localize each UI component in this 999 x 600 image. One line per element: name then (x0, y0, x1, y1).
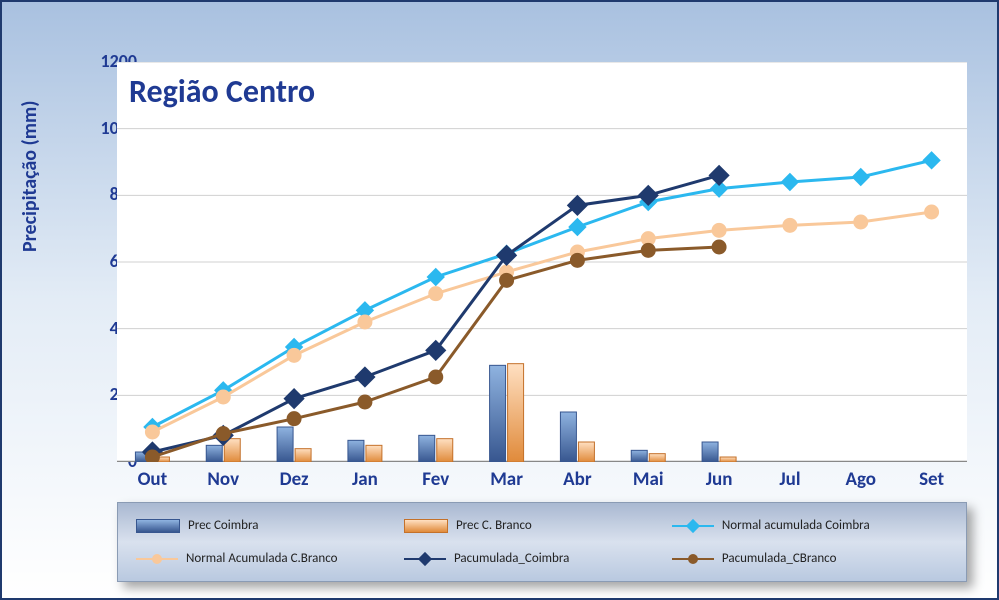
chart-frame: Precipitação (mm) 020040060080010001200 … (0, 0, 999, 600)
marker-diamond (284, 389, 304, 409)
marker-circle (145, 425, 159, 439)
marker-circle (287, 348, 301, 362)
legend-swatch-line (672, 558, 714, 560)
plot-svg (117, 62, 967, 462)
marker-diamond (569, 219, 586, 236)
marker-diamond (709, 165, 729, 185)
bar-bar_prec_cbranco (649, 454, 665, 462)
x-tick-label: Mai (618, 468, 678, 491)
chart-title: Região Centro (129, 72, 315, 111)
marker-circle (783, 218, 797, 232)
marker-circle (358, 395, 372, 409)
marker-circle (216, 427, 230, 441)
legend-item-line_normal_coimbra: Normal acumulada Coimbra (672, 518, 940, 533)
marker-diamond (355, 367, 375, 387)
legend-marker-circle (688, 554, 698, 564)
bar-bar_prec_cbranco (295, 449, 311, 462)
bar-bar_prec_cbranco (578, 442, 594, 462)
marker-circle (287, 412, 301, 426)
line-line_pacum_coimbra (152, 175, 719, 452)
plot-area: Região Centro (117, 62, 967, 462)
x-tick-label: Jun (689, 468, 749, 491)
bar-bar_prec_cbranco (508, 364, 524, 462)
legend-swatch-line (136, 558, 178, 560)
legend-label: Prec Coimbra (188, 518, 258, 533)
legend-item-line_pacum_coimbra: Pacumulada_Coimbra (404, 551, 672, 566)
marker-circle (429, 287, 443, 301)
legend-label: Pacumulada_CBranco (722, 551, 837, 566)
bar-bar_prec_cbranco (437, 439, 453, 462)
legend-item-bar_prec_coimbra: Prec Coimbra (136, 518, 404, 533)
marker-diamond (852, 169, 869, 186)
marker-circle (712, 223, 726, 237)
x-tick-label: Fev (406, 468, 466, 491)
marker-circle (925, 205, 939, 219)
marker-circle (570, 253, 584, 267)
x-tick-label: Dez (264, 468, 324, 491)
bar-bar_prec_coimbra (419, 435, 435, 462)
marker-diamond (781, 174, 798, 191)
legend-label: Pacumulada_Coimbra (454, 551, 569, 566)
line-line_normal_cbranco (152, 212, 931, 432)
marker-circle (145, 450, 159, 462)
legend: Prec Coimbra Prec C. Branco Normal acumula… (117, 502, 967, 582)
marker-circle (641, 243, 655, 257)
legend-label: Normal acumulada Coimbra (722, 518, 870, 533)
legend-label: Normal Acumulada C.Branco (186, 551, 337, 566)
marker-circle (429, 370, 443, 384)
legend-marker-diamond (686, 518, 700, 532)
line-line_normal_coimbra (152, 160, 931, 427)
x-tick-label: Out (122, 468, 182, 491)
x-tick-label: Ago (831, 468, 891, 491)
marker-diamond (427, 269, 444, 286)
bar-bar_prec_coimbra (702, 442, 718, 462)
bar-bar_prec_cbranco (720, 457, 736, 462)
marker-circle (358, 315, 372, 329)
x-tick-label: Nov (193, 468, 253, 491)
bar-bar_prec_coimbra (348, 440, 364, 462)
marker-diamond (568, 195, 588, 215)
x-tick-label: Abr (547, 468, 607, 491)
x-tick-label: Set (902, 468, 962, 491)
x-tick-label: Mar (477, 468, 537, 491)
marker-circle (500, 273, 514, 287)
legend-item-bar_prec_cbranco: Prec C. Branco (404, 518, 672, 533)
legend-swatch-bar (404, 519, 448, 533)
legend-swatch-line (672, 525, 714, 527)
marker-circle (216, 390, 230, 404)
legend-marker-circle (152, 554, 162, 564)
bar-bar_prec_coimbra (206, 445, 222, 462)
bar-bar_prec_coimbra (490, 365, 506, 462)
legend-marker-diamond (418, 551, 432, 565)
x-tick-label: Jan (335, 468, 395, 491)
bar-bar_prec_coimbra (277, 427, 293, 462)
marker-circle (854, 215, 868, 229)
legend-item-line_normal_cbranco: Normal Acumulada C.Branco (136, 551, 404, 566)
marker-circle (712, 240, 726, 254)
legend-swatch-line (404, 558, 446, 560)
x-tick-label: Jul (760, 468, 820, 491)
bar-bar_prec_cbranco (366, 445, 382, 462)
legend-item-line_pacum_cbranco: Pacumulada_CBranco (672, 551, 940, 566)
y-axis-title: Precipitação (mm) (18, 100, 42, 252)
legend-label: Prec C. Branco (456, 518, 532, 533)
marker-diamond (923, 152, 940, 169)
legend-swatch-bar (136, 519, 180, 533)
bar-bar_prec_coimbra (631, 450, 647, 462)
bar-bar_prec_coimbra (560, 412, 576, 462)
